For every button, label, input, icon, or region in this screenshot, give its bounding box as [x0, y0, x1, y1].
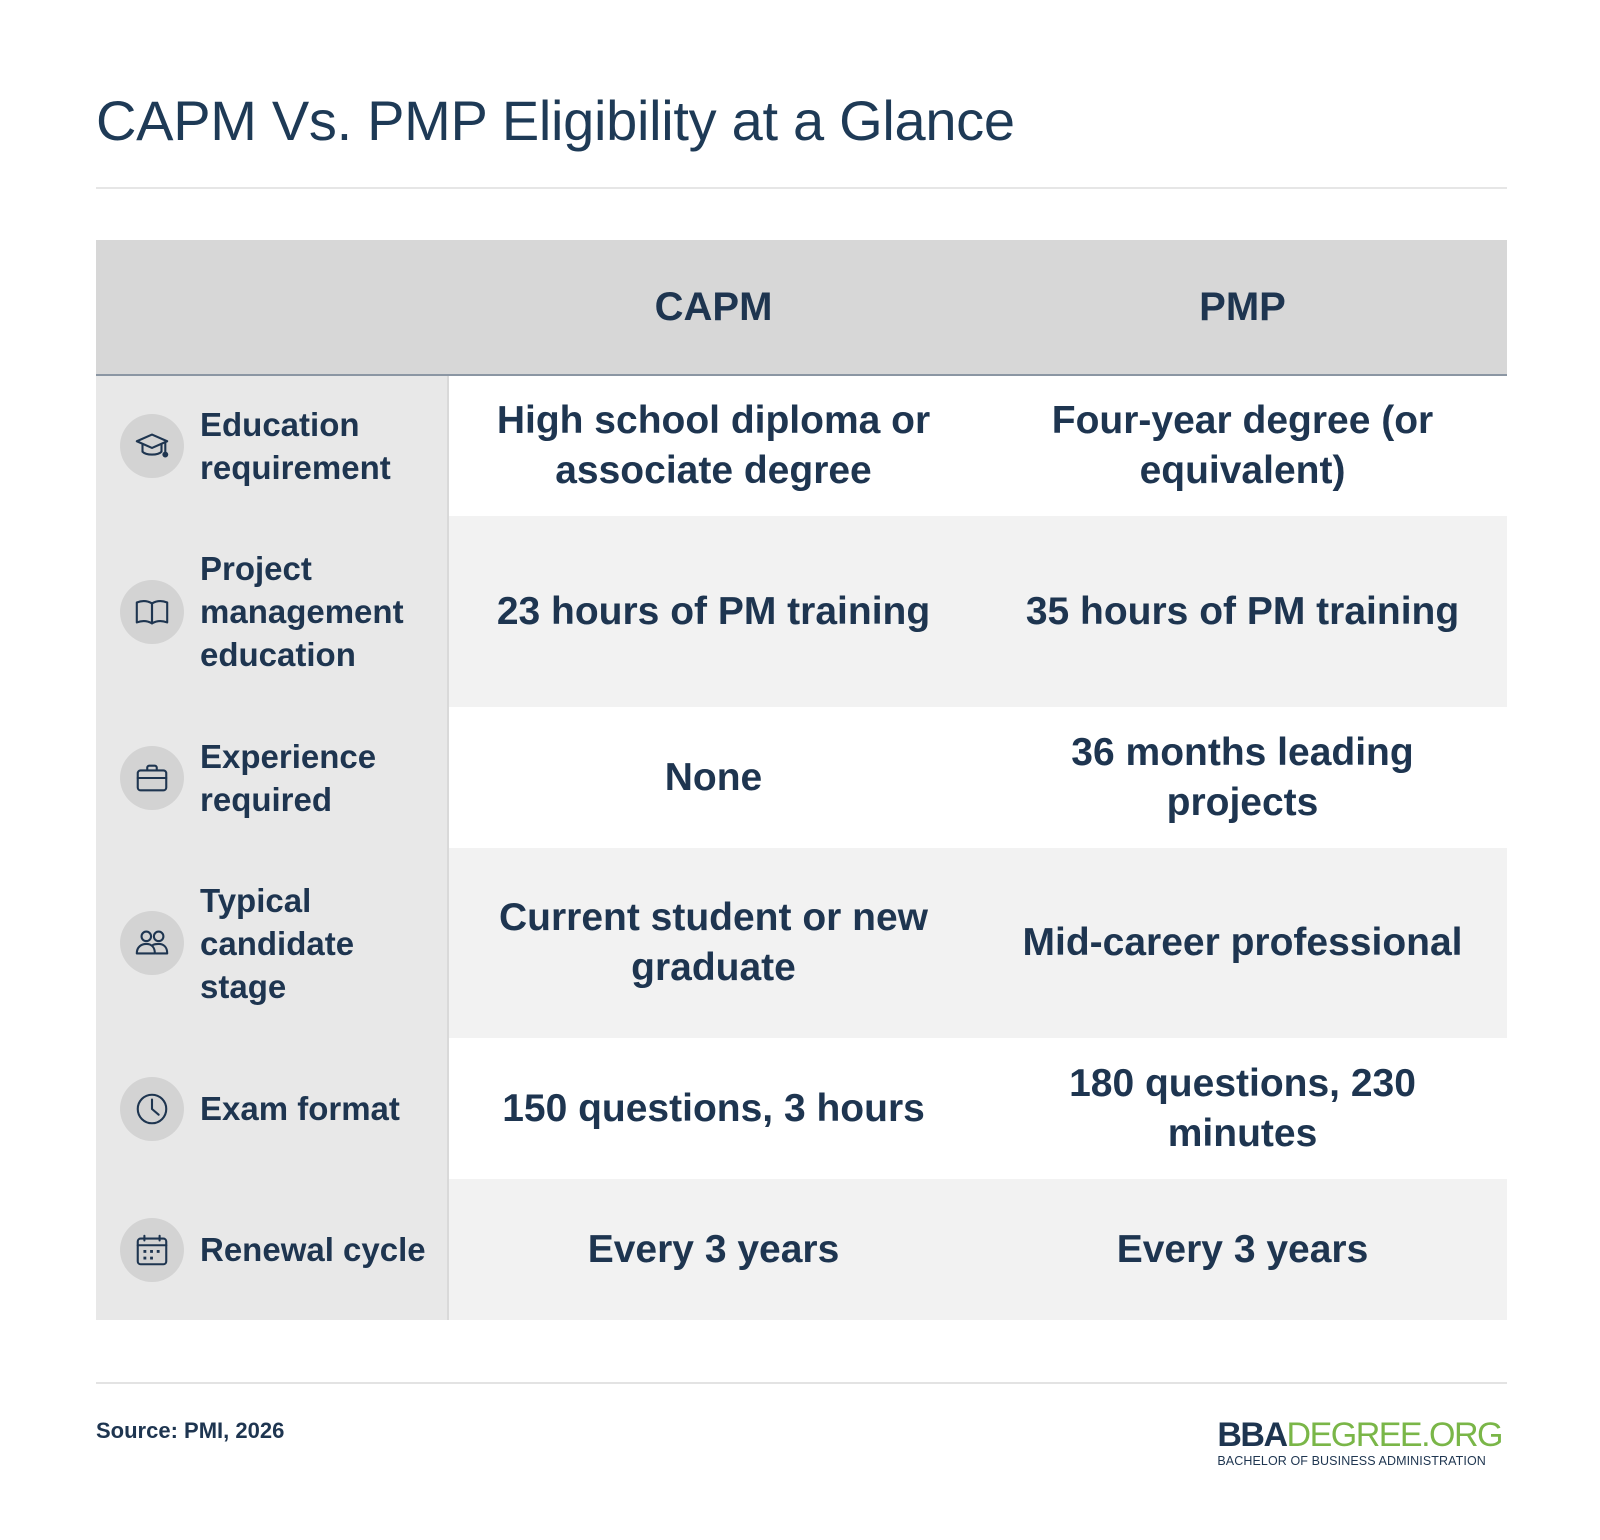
calendar-icon — [120, 1217, 184, 1282]
row-label-cell: Renewal cycle — [96, 1179, 449, 1320]
pmp-value: Every 3 years — [978, 1179, 1507, 1320]
table-row: Education requirement High school diplom… — [96, 376, 1507, 516]
table-row: Exam format 150 questions, 3 hours 180 q… — [96, 1038, 1507, 1179]
people-icon — [120, 911, 184, 975]
row-label-cell: Project management education — [96, 516, 449, 707]
row-label: Renewal cycle — [200, 1231, 426, 1268]
pmp-value: 36 months leading projects — [978, 707, 1507, 848]
logo-tagline: BACHELOR OF BUSINESS ADMINISTRATION — [1217, 1454, 1486, 1468]
table-row: Project management education 23 hours of… — [96, 516, 1507, 707]
header-capm: CAPM — [654, 284, 773, 329]
row-label-cell: Education requirement — [96, 376, 449, 516]
graduation-cap-icon — [120, 414, 184, 478]
briefcase-icon — [120, 745, 184, 810]
capm-value: Every 3 years — [449, 1179, 978, 1320]
row-label: Education requirement — [200, 406, 391, 486]
row-label-cell: Experience required — [96, 707, 449, 848]
capm-value: Current student or new graduate — [449, 848, 978, 1038]
header-pmp: PMP — [1199, 284, 1286, 329]
table-row: Renewal cycle Every 3 years Every 3 year… — [96, 1179, 1507, 1320]
source-note: Source: PMI, 2026 — [96, 1418, 285, 1443]
row-label: Experience required — [200, 737, 377, 818]
logo-bba-text: BBA — [1217, 1416, 1288, 1454]
logo-degree-text: DEGREE.ORG — [1286, 1416, 1504, 1454]
capm-value: 23 hours of PM training — [449, 516, 978, 707]
table-row: Typical candidate stage Current student … — [96, 848, 1507, 1038]
logo-wordmark: BBADEGREE.ORG — [1217, 1416, 1504, 1454]
row-label: Typical candidate stage — [200, 881, 355, 1005]
title-divider — [96, 187, 1507, 189]
table-row: Experience required None 36 months leadi… — [96, 707, 1507, 848]
row-label: Project management education — [200, 550, 404, 673]
header-corner-cell — [96, 240, 449, 374]
row-label: Exam format — [200, 1090, 400, 1127]
capm-value: High school diploma or associate degree — [449, 376, 978, 516]
pmp-value: Mid-career professional — [978, 848, 1507, 1038]
pmp-value: Four-year degree (or equivalent) — [978, 376, 1507, 516]
comparison-table: CAPM PMP Education requirement High scho… — [96, 240, 1507, 1320]
page-title: CAPM Vs. PMP Eligibility at a Glance — [96, 89, 1015, 152]
clock-icon — [120, 1076, 184, 1141]
row-label-cell: Typical candidate stage — [96, 848, 449, 1038]
row-label-cell: Exam format — [96, 1038, 449, 1179]
pmp-value: 180 questions, 230 minutes — [978, 1038, 1507, 1179]
bbadegree-logo: BBADEGREE.ORG BACHELOR OF BUSINESS ADMIN… — [1217, 1416, 1504, 1468]
footer-divider — [96, 1382, 1507, 1384]
pmp-value: 35 hours of PM training — [978, 516, 1507, 707]
capm-value: None — [449, 707, 978, 848]
capm-value: 150 questions, 3 hours — [449, 1038, 978, 1179]
open-book-icon — [120, 579, 184, 644]
table-header-row: CAPM PMP — [96, 240, 1507, 376]
